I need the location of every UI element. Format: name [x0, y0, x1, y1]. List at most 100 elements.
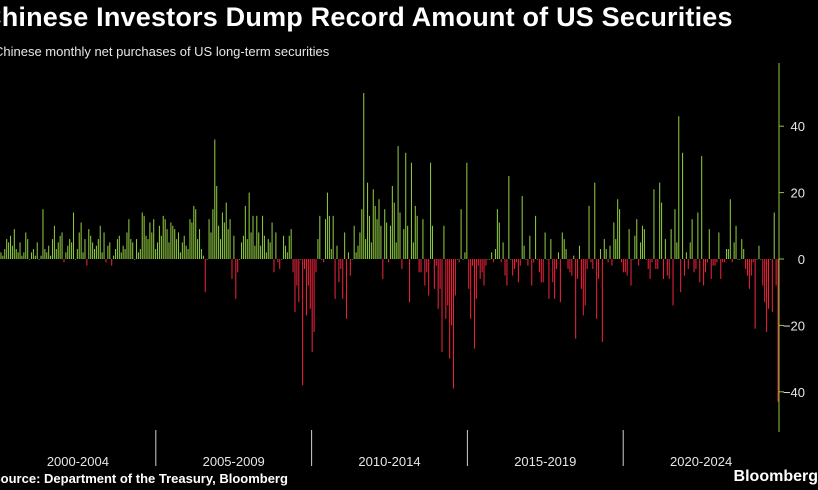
bar — [483, 259, 485, 286]
bar — [506, 259, 508, 286]
bar — [609, 245, 611, 259]
bar — [6, 239, 8, 259]
bar — [727, 249, 729, 259]
bar — [494, 249, 496, 259]
bar — [336, 245, 338, 259]
y-tick-label: −40 — [783, 385, 805, 400]
bar — [0, 252, 2, 259]
bar — [13, 229, 15, 259]
bar — [256, 215, 258, 259]
bar — [514, 259, 516, 269]
bar — [773, 212, 775, 259]
bar — [710, 259, 712, 279]
bar — [485, 259, 487, 266]
bar — [128, 219, 130, 259]
bar — [599, 249, 601, 259]
chart-subtitle: Chinese monthly net purchases of US long… — [0, 44, 330, 59]
bar — [582, 259, 584, 316]
bar — [426, 259, 428, 273]
bar — [611, 259, 613, 266]
bar — [685, 252, 687, 259]
bar — [748, 259, 750, 289]
bar — [504, 259, 506, 276]
bar — [277, 259, 279, 263]
bar — [515, 259, 517, 263]
bar — [116, 239, 118, 259]
bar — [687, 259, 689, 269]
bar — [523, 245, 525, 259]
bar — [288, 235, 290, 259]
bar — [431, 225, 433, 259]
bar — [458, 259, 460, 263]
bar — [23, 252, 25, 259]
bar — [405, 152, 407, 259]
bar — [397, 146, 399, 259]
bar — [519, 259, 521, 266]
bar — [418, 259, 420, 273]
bar — [239, 259, 241, 260]
bar — [512, 259, 514, 276]
bar — [754, 259, 756, 329]
bar — [439, 259, 441, 289]
bar — [456, 259, 458, 260]
bar — [162, 215, 164, 259]
bar — [683, 259, 686, 276]
bar — [630, 259, 632, 286]
bar — [319, 215, 321, 259]
bloomberg-logo: Bloomberg — [733, 468, 818, 485]
bar — [412, 242, 414, 259]
bar — [636, 219, 638, 259]
bar — [254, 245, 256, 259]
bar — [17, 252, 19, 259]
bar — [342, 259, 344, 299]
bar — [57, 242, 59, 259]
bar — [130, 239, 132, 259]
bar — [452, 259, 454, 389]
bar — [565, 249, 567, 259]
bar — [689, 242, 691, 259]
bar — [227, 229, 229, 259]
bar — [647, 259, 649, 269]
bar — [741, 239, 743, 259]
bar — [592, 259, 594, 269]
bar — [158, 225, 160, 259]
bar — [384, 209, 386, 259]
bar — [775, 259, 777, 286]
bar — [399, 212, 401, 259]
bar — [149, 222, 151, 259]
bar — [720, 259, 722, 279]
bar — [42, 209, 44, 259]
bar — [242, 235, 244, 259]
bar — [386, 222, 388, 259]
bar — [393, 202, 395, 259]
bar — [493, 259, 495, 263]
bar — [645, 259, 647, 260]
bar — [275, 232, 277, 259]
bar — [206, 259, 208, 260]
bar — [170, 222, 172, 259]
bar — [153, 219, 155, 259]
bar — [317, 239, 319, 259]
bar — [311, 259, 313, 352]
bar — [229, 219, 231, 259]
bar — [231, 259, 233, 279]
bar — [533, 259, 535, 263]
bar — [416, 215, 418, 259]
y-tick-label: 20 — [791, 186, 805, 201]
bar — [265, 252, 267, 259]
bar — [40, 255, 42, 259]
bar — [382, 259, 384, 279]
bar — [659, 182, 661, 259]
x-tick-label: 2005-2009 — [203, 454, 265, 469]
bar — [51, 239, 54, 259]
bar — [237, 259, 239, 273]
bar — [76, 249, 78, 259]
bar — [315, 259, 317, 273]
bar — [197, 239, 199, 259]
bar — [605, 249, 607, 259]
bar — [179, 252, 181, 259]
bar — [223, 222, 225, 259]
x-axis-labels: 2000-2004 2005-2009 2010-2014 2015-2019 2020… — [47, 454, 732, 469]
bar — [101, 252, 103, 259]
